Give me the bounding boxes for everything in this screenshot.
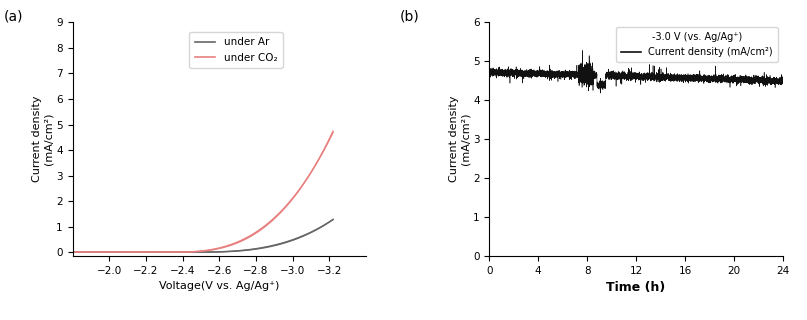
Y-axis label: Current density
(mA/cm²): Current density (mA/cm²): [449, 96, 470, 182]
Legend: under Ar, under CO₂: under Ar, under CO₂: [190, 32, 282, 68]
Legend: Current density (mA/cm²): Current density (mA/cm²): [617, 27, 778, 62]
Text: (b): (b): [399, 10, 419, 24]
X-axis label: Voltage(V vs. Ag/Ag⁺): Voltage(V vs. Ag/Ag⁺): [159, 281, 279, 291]
X-axis label: Time (h): Time (h): [606, 281, 666, 294]
Text: (a): (a): [4, 10, 23, 24]
Y-axis label: Current density
(mA/cm²): Current density (mA/cm²): [32, 96, 53, 182]
